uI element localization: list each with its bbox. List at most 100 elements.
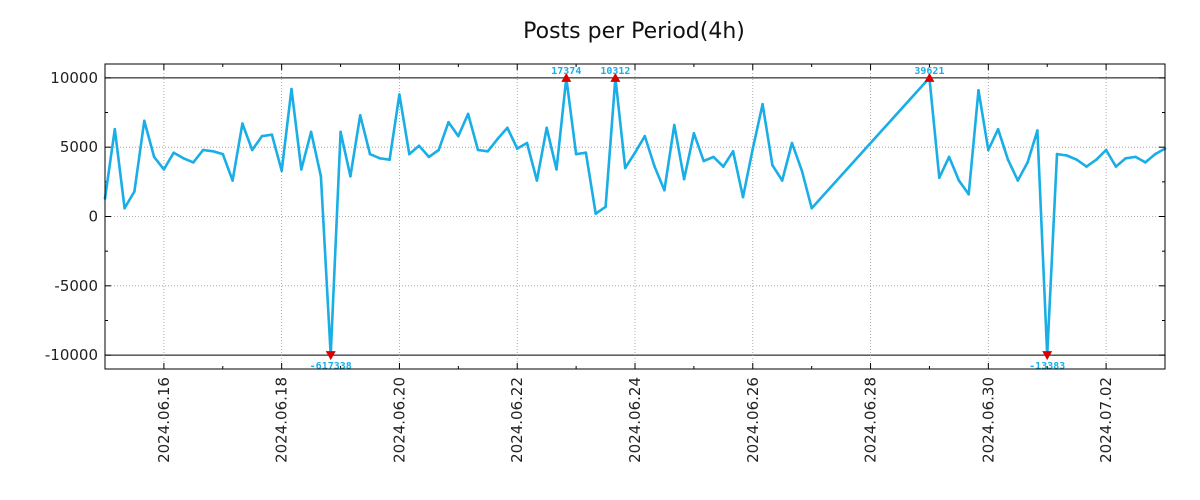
data-point — [221, 152, 225, 156]
data-point — [201, 148, 205, 152]
clipped-value-marker — [1042, 351, 1053, 361]
y-tick-label: 10000 — [50, 69, 98, 87]
data-point — [545, 126, 548, 130]
data-point — [1065, 154, 1069, 157]
data-point — [712, 155, 715, 159]
data-point — [751, 147, 755, 150]
data-point — [300, 168, 303, 171]
data-point — [388, 158, 391, 161]
axes: 10000 5000 0 -5000 -10000 2024.06.16 2024.06.1… — [45, 64, 1166, 463]
data-point — [682, 177, 686, 181]
data-point — [172, 151, 175, 154]
data-point — [977, 89, 980, 92]
data-point — [780, 179, 784, 182]
data-point — [702, 159, 705, 163]
data-point — [192, 161, 195, 164]
data-point — [594, 212, 597, 215]
data-point — [957, 179, 961, 182]
plot-frame — [104, 63, 1166, 370]
x-tick-label: 2024.06.22 — [508, 377, 526, 463]
data-point — [741, 195, 745, 199]
x-tick-label: 2024.06.16 — [155, 377, 173, 463]
clipped-value-marker — [325, 351, 336, 361]
data-point — [280, 169, 284, 173]
data-point — [810, 206, 813, 210]
data-point — [1114, 165, 1118, 168]
data-point — [496, 137, 499, 141]
data-point — [584, 151, 588, 154]
data-point — [1104, 148, 1108, 152]
data-point — [800, 169, 804, 173]
x-tick-label: 2024.06.28 — [862, 377, 880, 463]
data-point — [182, 157, 185, 160]
data-point — [722, 165, 725, 168]
data-point — [996, 127, 1000, 131]
data-point — [162, 168, 166, 171]
data-point — [987, 148, 990, 152]
data-point — [466, 112, 470, 116]
clipped-value-marker — [610, 72, 621, 82]
data-point — [349, 175, 352, 178]
data-point — [731, 150, 735, 153]
clipped-value-label: 17374 — [551, 66, 581, 77]
data-point — [623, 166, 627, 170]
data-point — [1055, 152, 1059, 156]
data-point — [604, 205, 607, 209]
clipped-value-label: -13383 — [1029, 361, 1065, 372]
x-tick-label: 2024.06.18 — [273, 377, 291, 463]
data-point — [133, 190, 136, 193]
data-point — [427, 155, 431, 159]
data-point — [555, 168, 558, 171]
clipped-value-label: -617338 — [310, 361, 352, 372]
y-tick-label: -5000 — [54, 277, 98, 295]
x-tick-label: 2024.06.30 — [979, 377, 997, 463]
data-point — [790, 141, 794, 145]
data-point — [457, 134, 460, 138]
data-point — [1085, 165, 1088, 168]
data-point — [437, 148, 441, 152]
data-point — [143, 119, 146, 123]
data-point — [417, 144, 421, 148]
data-point — [1036, 129, 1039, 132]
data-point — [692, 132, 696, 135]
data-point — [231, 179, 234, 182]
chart-title: Posts per Period(4h) — [523, 19, 745, 44]
data-point — [771, 163, 774, 167]
data-point — [574, 152, 578, 156]
data-point — [113, 127, 117, 131]
data-point — [447, 120, 450, 124]
data-point — [339, 130, 342, 134]
data-point — [525, 141, 529, 145]
data-point — [241, 122, 244, 125]
data-point — [643, 134, 647, 138]
data-point — [673, 123, 676, 127]
grid — [105, 64, 1165, 369]
data-point — [761, 102, 764, 106]
x-tick-label: 2024.07.02 — [1097, 377, 1115, 463]
data-point — [290, 87, 293, 91]
clipped-value-marker — [561, 72, 572, 82]
data-point — [938, 176, 941, 179]
data-point — [319, 175, 323, 178]
clipped-value-label: 10312 — [600, 66, 630, 77]
data-point — [506, 126, 509, 130]
data-point — [947, 155, 951, 159]
x-tick-label: 2024.06.26 — [744, 377, 762, 463]
data-point — [260, 134, 264, 138]
data-point — [1006, 158, 1010, 161]
data-point — [398, 93, 401, 96]
data-point — [967, 193, 970, 196]
data-point — [1124, 157, 1127, 160]
annotations: -617338 17374 10312 39621 -13383 — [310, 66, 1066, 372]
x-tick-label: 2024.06.24 — [626, 377, 644, 463]
data-point — [535, 179, 539, 182]
data-point — [1095, 158, 1098, 161]
y-tick-label: 5000 — [60, 138, 98, 156]
data-point — [368, 152, 372, 156]
data-point — [486, 150, 490, 153]
data-point — [476, 148, 480, 152]
data-point — [1075, 158, 1078, 161]
data-point — [309, 130, 313, 134]
data-point — [378, 157, 382, 160]
